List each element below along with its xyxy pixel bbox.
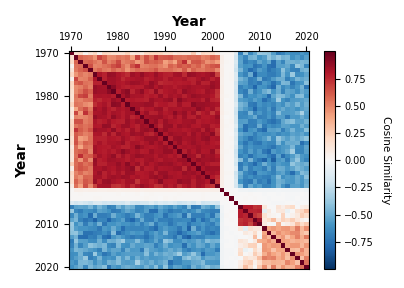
Y-axis label: Cosine Similarity: Cosine Similarity <box>381 116 391 204</box>
Y-axis label: Year: Year <box>15 143 29 178</box>
X-axis label: Year: Year <box>172 15 206 29</box>
